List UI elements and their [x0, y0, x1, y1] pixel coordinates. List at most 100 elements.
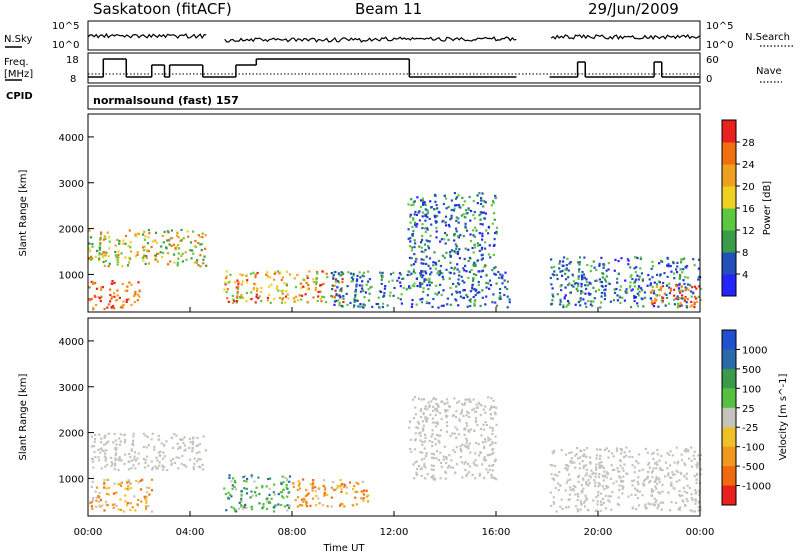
scatter-cell — [431, 305, 434, 308]
scatter-cell — [269, 477, 272, 480]
scatter-cell — [436, 403, 439, 406]
scatter-cell — [665, 284, 668, 287]
scatter-cell — [432, 468, 435, 471]
scatter-cell — [565, 481, 568, 484]
scatter-cell — [625, 446, 628, 449]
scatter-cell — [312, 278, 315, 281]
scatter-cell — [491, 301, 494, 304]
scatter-cell — [421, 451, 424, 454]
scatter-cell — [597, 475, 601, 479]
scatter-cell — [177, 447, 180, 450]
scatter-cell — [484, 264, 487, 267]
scatter-cell — [422, 398, 425, 401]
scatter-cell — [423, 278, 426, 281]
scatter-cell — [493, 272, 496, 275]
scatter-cell — [273, 297, 276, 301]
scatter-cell — [567, 498, 570, 502]
scatter-cell — [478, 214, 481, 217]
scatter-cell — [650, 301, 653, 304]
scatter-cell — [465, 229, 469, 232]
scatter-cell — [571, 273, 574, 276]
scatter-cell — [114, 250, 117, 254]
scatter-cell — [555, 510, 558, 513]
scatter-cell — [105, 252, 108, 255]
scatter-cell — [250, 291, 253, 294]
scatter-cell — [314, 286, 317, 289]
scatter-cell — [419, 298, 422, 301]
scatter-cell — [418, 210, 421, 213]
scatter-cell — [462, 235, 465, 238]
scatter-cell — [225, 509, 228, 512]
scatter-cell — [91, 499, 95, 502]
scatter-cell — [352, 488, 355, 491]
scatter-cell — [456, 250, 460, 253]
scatter-cell — [642, 305, 645, 308]
scatter-cell — [188, 437, 191, 440]
scatter-cell — [156, 252, 159, 255]
scatter-cell — [333, 303, 336, 306]
scatter-cell — [461, 196, 464, 200]
scatter-cell — [127, 298, 130, 301]
scatter-cell — [634, 278, 638, 281]
scatter-cell — [453, 233, 456, 236]
scatter-cell — [154, 465, 157, 468]
scatter-cell — [592, 499, 595, 502]
scatter-cell — [175, 434, 178, 437]
scatter-cell — [648, 466, 651, 469]
scatter-cell — [549, 463, 552, 467]
scatter-cell — [360, 497, 363, 500]
scatter-cell — [571, 461, 574, 464]
scatter-cell — [150, 510, 153, 513]
scatter-cell — [432, 457, 436, 460]
scatter-cell — [453, 234, 456, 237]
scatter-cell — [240, 283, 243, 286]
scatter-cell — [365, 495, 368, 498]
scatter-cell — [622, 486, 625, 489]
scatter-cell — [633, 296, 636, 299]
scatter-cell — [118, 239, 121, 243]
scatter-cell — [353, 304, 356, 307]
scatter-cell — [428, 404, 431, 407]
scatter-cell — [655, 298, 658, 301]
scatter-cell — [589, 462, 592, 465]
scatter-cell — [285, 483, 288, 486]
scatter-cell — [133, 458, 136, 461]
scatter-cell — [682, 486, 686, 489]
scatter-cell — [431, 421, 434, 424]
scatter-cell — [166, 230, 169, 233]
scatter-cell — [638, 453, 641, 456]
scatter-cell — [145, 455, 148, 458]
scatter-cell — [693, 285, 697, 288]
scatter-cell — [353, 300, 356, 304]
scatter-cell — [479, 218, 482, 221]
scatter-cell — [549, 276, 552, 280]
scatter-cell — [480, 258, 483, 261]
scatter-cell — [466, 295, 469, 298]
scatter-cell — [301, 294, 304, 297]
scatter-cell — [603, 292, 606, 295]
scatter-cell — [691, 510, 694, 513]
scatter-cell — [658, 281, 662, 284]
scatter-cell — [362, 499, 365, 502]
scatter-cell — [90, 435, 93, 438]
scatter-cell — [170, 436, 173, 439]
scatter-cell — [602, 502, 605, 505]
scatter-cell — [469, 219, 472, 222]
scatter-cell — [471, 246, 474, 250]
scatter-cell — [139, 479, 142, 482]
scatter-cell — [233, 485, 236, 489]
scatter-cell — [127, 244, 130, 247]
scatter-cell — [454, 197, 457, 201]
scatter-cell — [420, 458, 423, 461]
scatter-cell — [335, 278, 338, 281]
scatter-cell — [567, 276, 570, 279]
scatter-cell — [582, 277, 585, 280]
scatter-cell — [444, 410, 447, 413]
scatter-cell — [321, 270, 324, 273]
scatter-cell — [459, 445, 462, 448]
scatter-cell — [300, 286, 303, 289]
scatter-cell — [460, 411, 463, 414]
scatter-cell — [237, 507, 240, 510]
scatter-cell — [577, 261, 580, 264]
scatter-cell — [258, 492, 261, 496]
